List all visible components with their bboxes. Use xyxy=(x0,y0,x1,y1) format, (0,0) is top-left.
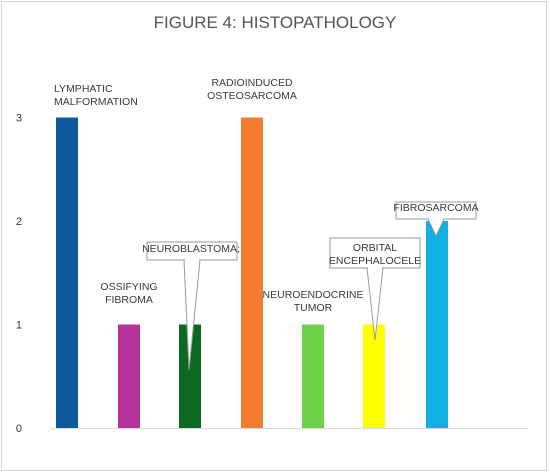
data-label: TUMOR xyxy=(294,302,333,314)
data-label: OSTEOSARCOMA xyxy=(207,90,297,102)
data-label: NEUROENDOCRINE xyxy=(263,289,364,301)
data-label: ENCEPHALOCELE xyxy=(329,255,421,267)
data-label: RADIOINDUCED xyxy=(211,77,293,89)
callout-box xyxy=(329,237,421,269)
y-tick-label: 0 xyxy=(16,423,22,435)
data-label: NEUROBLASTOMA; xyxy=(142,243,240,255)
y-tick-label: 1 xyxy=(16,320,22,332)
y-tick-label: 2 xyxy=(16,216,22,228)
bar xyxy=(179,324,201,428)
data-label: FIBROSARCOMA xyxy=(393,202,478,214)
bar xyxy=(241,117,263,428)
y-tick-label: 3 xyxy=(16,113,22,125)
data-label: OSSIFYING xyxy=(100,281,157,293)
y-axis: 0 1 2 3 xyxy=(16,113,528,435)
chart-title: FIGURE 4: HISTOPATHOLOGY xyxy=(154,13,397,32)
callout-pointer xyxy=(366,267,384,341)
bar xyxy=(302,324,324,428)
data-label: FIBROMA xyxy=(105,294,153,306)
bar xyxy=(363,324,385,428)
callout-pointer xyxy=(183,259,201,371)
bar xyxy=(56,117,78,428)
callout-pointer xyxy=(427,218,445,238)
bar xyxy=(118,324,140,428)
data-label: LYMPHATIC xyxy=(54,83,113,95)
bar xyxy=(426,221,448,428)
data-label: ORBITAL xyxy=(353,242,397,254)
data-label: MALFORMATION xyxy=(54,96,138,108)
bar-series xyxy=(56,117,448,428)
